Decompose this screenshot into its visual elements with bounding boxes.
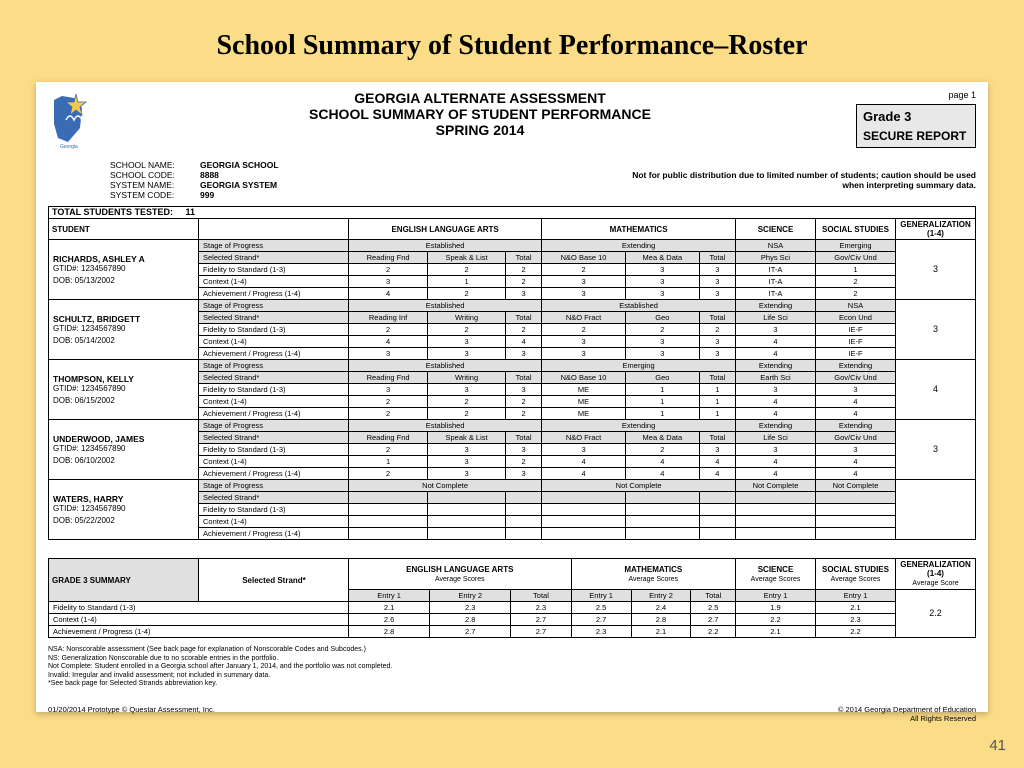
header-line2: SCHOOL SUMMARY OF STUDENT PERFORMANCE — [104, 106, 856, 122]
report-header: GEORGIA ALTERNATE ASSESSMENT SCHOOL SUMM… — [104, 90, 856, 138]
col-ela: ENGLISH LANGUAGE ARTS — [349, 219, 542, 240]
footnote: Invalid: Irregular and invalid assessmen… — [48, 672, 976, 681]
header-line1: GEORGIA ALTERNATE ASSESSMENT — [104, 90, 856, 106]
gen-cell: 3 — [896, 420, 976, 480]
slide-title: School Summary of Student Performance–Ro… — [0, 0, 1024, 72]
col-sci: SCIENCE — [736, 219, 816, 240]
row-strand: Selected Strand* — [199, 312, 349, 324]
row-stage: Stage of Progress — [199, 480, 349, 492]
gen-cell: 3 — [896, 240, 976, 300]
footnotes: NSA: Nonscorable assessment (See back pa… — [48, 646, 976, 689]
footer: 01/20/2014 Prototype © Questar Assessmen… — [48, 705, 976, 723]
report-page: Georgia GEORGIA ALTERNATE ASSESSMENT SCH… — [36, 82, 988, 712]
col-ss: SOCIAL STUDIES — [816, 219, 896, 240]
roster-table: TOTAL STUDENTS TESTED: 11 STUDENT ENGLIS… — [48, 206, 976, 540]
footer-right1: © 2014 Georgia Department of Education — [838, 705, 976, 714]
footer-left: 01/20/2014 Prototype © Questar Assessmen… — [48, 705, 215, 723]
footer-right2: All Rights Reserved — [910, 714, 976, 723]
row-strand: Selected Strand* — [199, 252, 349, 264]
student-cell: UNDERWOOD, JAMESGTID#: 1234567890DOB: 06… — [49, 420, 199, 480]
totals-label: TOTAL STUDENTS TESTED: — [52, 207, 173, 217]
row-stage: Stage of Progress — [199, 300, 349, 312]
meta-lab: SYSTEM NAME: — [110, 180, 200, 190]
col-gen: GENERALIZATION (1-4) — [896, 219, 976, 240]
meta-val: GEORGIA SYSTEM — [200, 180, 277, 190]
svg-text:Georgia: Georgia — [60, 144, 78, 150]
student-cell: WATERS, HARRYGTID#: 1234567890DOB: 05/22… — [49, 480, 199, 540]
disclaimer: Not for public distribution due to limit… — [616, 170, 976, 190]
footnote: Not Complete: Student enrolled in a Geor… — [48, 663, 976, 672]
row-stage: Stage of Progress — [199, 420, 349, 432]
totals-value: 11 — [186, 207, 196, 217]
grade-box: Grade 3 SECURE REPORT — [856, 104, 976, 148]
meta-lab: SYSTEM CODE: — [110, 190, 200, 200]
row-strand: Selected Strand* — [199, 492, 349, 504]
summary-label: GRADE 3 SUMMARY — [49, 559, 199, 602]
footnote: NSA: Nonscorable assessment (See back pa… — [48, 646, 976, 655]
secure-label: SECURE REPORT — [863, 130, 969, 143]
meta-val: GEORGIA SCHOOL — [200, 160, 279, 170]
summary-table: GRADE 3 SUMMARY Selected Strand* ENGLISH… — [48, 558, 976, 638]
meta-val: 999 — [200, 190, 214, 200]
page-number: page 1 — [856, 90, 976, 100]
footnote: NS: Generalization Nonscorable due to no… — [48, 655, 976, 664]
grade-label: Grade 3 — [863, 109, 969, 124]
row-strand: Selected Strand* — [199, 432, 349, 444]
gen-cell — [896, 480, 976, 540]
gen-cell: 3 — [896, 300, 976, 360]
header-line3: SPRING 2014 — [104, 122, 856, 138]
gen-cell: 4 — [896, 360, 976, 420]
meta-val: 8888 — [200, 170, 219, 180]
col-math: MATHEMATICS — [542, 219, 736, 240]
meta-lab: SCHOOL NAME: — [110, 160, 200, 170]
footnote: *See back page for Selected Strands abbr… — [48, 680, 976, 689]
row-stage: Stage of Progress — [199, 240, 349, 252]
col-student: STUDENT — [49, 219, 199, 240]
student-cell: SCHULTZ, BRIDGETTGTID#: 1234567890DOB: 0… — [49, 300, 199, 360]
row-strand: Selected Strand* — [199, 559, 349, 602]
slide-number: 41 — [989, 737, 1006, 754]
student-cell: RICHARDS, ASHLEY AGTID#: 1234567890DOB: … — [49, 240, 199, 300]
student-cell: THOMPSON, KELLYGTID#: 1234567890DOB: 06/… — [49, 360, 199, 420]
meta-lab: SCHOOL CODE: — [110, 170, 200, 180]
georgia-logo-icon: Georgia — [48, 90, 104, 156]
row-stage: Stage of Progress — [199, 360, 349, 372]
row-strand: Selected Strand* — [199, 372, 349, 384]
